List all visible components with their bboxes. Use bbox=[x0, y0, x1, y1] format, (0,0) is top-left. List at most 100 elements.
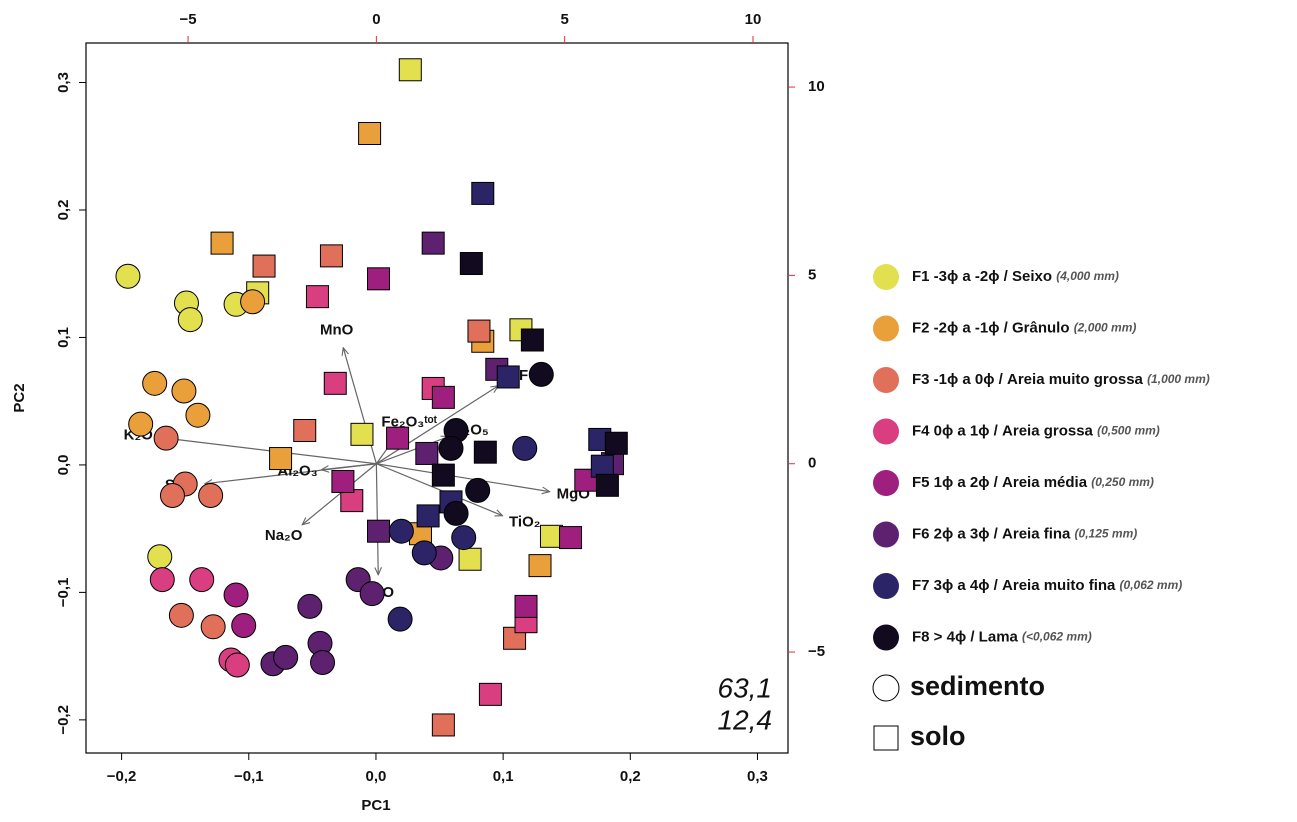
loading-arrow bbox=[343, 348, 377, 464]
point-square bbox=[421, 231, 445, 255]
loading-label: MnO bbox=[320, 321, 354, 338]
point-circle bbox=[512, 435, 538, 461]
legend-label: F8 > 4ϕ / Lama (<0,062 mm) bbox=[912, 628, 1092, 645]
x2-tick-label: −5 bbox=[180, 11, 197, 28]
point-square bbox=[473, 440, 497, 464]
point-circle bbox=[231, 613, 257, 639]
loading-label: Fe₂O₃ᵗᵒᵗ bbox=[381, 414, 437, 431]
point-square bbox=[471, 181, 495, 205]
point-square bbox=[323, 371, 347, 395]
point-circle bbox=[465, 477, 491, 503]
legend-label: F1 -3ϕ a -2ϕ / Seixo (4,000 mm) bbox=[912, 268, 1119, 285]
loading-label: TiO₂ bbox=[509, 514, 540, 531]
legend-label: F5 1ϕ a 2ϕ / Areia média (0,250 mm) bbox=[912, 474, 1154, 491]
x-tick-label: 0,2 bbox=[620, 768, 641, 785]
point-circle bbox=[168, 602, 194, 628]
point-square bbox=[331, 469, 355, 493]
point-square bbox=[416, 504, 440, 528]
point-circle bbox=[240, 289, 266, 315]
x-tick-label: −0,2 bbox=[107, 768, 137, 785]
loading-arrow bbox=[376, 463, 378, 575]
x2-tick-label: 0 bbox=[372, 11, 380, 28]
point-square bbox=[305, 285, 329, 309]
y2-tick-label: 5 bbox=[808, 266, 816, 283]
legend-size: (0,125 mm) bbox=[1075, 527, 1138, 541]
point-square bbox=[386, 426, 410, 450]
point-circle bbox=[310, 649, 336, 675]
point-circle bbox=[147, 544, 173, 570]
point-square bbox=[358, 122, 382, 146]
point-square bbox=[252, 254, 276, 278]
legend-label: F6 2ϕ a 3ϕ / Areia fina (0,125 mm) bbox=[912, 525, 1137, 542]
point-circle bbox=[223, 582, 249, 608]
legend-name: F7 3ϕ a 4ϕ / Areia muito fina bbox=[912, 577, 1120, 594]
legend-size: (0,062 mm) bbox=[1120, 578, 1183, 592]
point-circle bbox=[224, 652, 250, 678]
y-tick-label: 0,1 bbox=[55, 327, 72, 348]
legend-shape bbox=[873, 725, 899, 751]
point-square bbox=[467, 319, 491, 343]
point-square bbox=[415, 441, 439, 465]
x-tick-label: 0,0 bbox=[366, 768, 387, 785]
point-circle bbox=[128, 411, 154, 437]
y-tick-label: −0,1 bbox=[55, 578, 72, 608]
point-circle bbox=[189, 567, 215, 593]
legend-swatch bbox=[873, 315, 899, 342]
point-square bbox=[459, 252, 483, 276]
x2-tick-label: 5 bbox=[560, 11, 568, 28]
legend-shape-label: sedimento bbox=[910, 671, 1045, 701]
x-tick-label: −0,1 bbox=[234, 768, 264, 785]
point-square bbox=[398, 58, 422, 82]
point-square bbox=[520, 328, 544, 352]
point-square bbox=[350, 422, 374, 446]
point-circle bbox=[153, 425, 179, 451]
point-square bbox=[595, 473, 619, 497]
point-square bbox=[367, 267, 390, 291]
legend-label: F3 -1ϕ a 0ϕ / Areia muito grossa (1,000 … bbox=[912, 371, 1210, 388]
point-circle bbox=[142, 370, 168, 396]
x2-tick-label: 10 bbox=[745, 11, 762, 28]
point-square bbox=[458, 547, 482, 571]
point-square bbox=[604, 431, 628, 455]
point-circle bbox=[273, 644, 299, 670]
point-square bbox=[269, 447, 293, 471]
legend-label: F7 3ϕ a 4ϕ / Areia muito fina (0,062 mm) bbox=[912, 577, 1182, 594]
point-circle bbox=[159, 483, 185, 509]
legend-size: (2,000 mm) bbox=[1074, 321, 1137, 335]
legend-shape bbox=[872, 674, 900, 702]
y2-tick-label: −5 bbox=[808, 643, 825, 660]
point-square bbox=[319, 244, 343, 268]
point-circle bbox=[451, 525, 477, 551]
legend-size: (0,250 mm) bbox=[1091, 475, 1154, 489]
legend-swatch bbox=[873, 418, 899, 445]
legend-size: (0,500 mm) bbox=[1097, 424, 1160, 438]
y-tick-label: 0,0 bbox=[55, 454, 72, 475]
legend-size: (1,000 mm) bbox=[1147, 372, 1210, 386]
legend-swatch bbox=[873, 624, 899, 651]
y2-tick-label: 10 bbox=[808, 78, 825, 95]
point-square bbox=[210, 231, 234, 255]
point-square bbox=[367, 519, 390, 543]
point-square bbox=[431, 385, 455, 409]
loading-arrow bbox=[321, 463, 377, 470]
annotation: 63,1 bbox=[718, 672, 773, 703]
legend-label: F4 0ϕ a 1ϕ / Areia grossa (0,500 mm) bbox=[912, 422, 1160, 439]
y2-tick-label: 0 bbox=[808, 455, 816, 472]
point-circle bbox=[185, 402, 211, 428]
point-circle bbox=[528, 361, 554, 387]
y-tick-label: −0,2 bbox=[55, 705, 72, 735]
plot-frame bbox=[85, 42, 789, 754]
legend-swatch bbox=[873, 367, 899, 393]
legend-name: F5 1ϕ a 2ϕ / Areia média bbox=[912, 474, 1091, 491]
point-square bbox=[559, 526, 583, 550]
legend-name: F4 0ϕ a 1ϕ / Areia grossa bbox=[912, 422, 1097, 439]
loading-arrow bbox=[302, 463, 377, 525]
point-circle bbox=[411, 540, 437, 566]
point-circle bbox=[171, 378, 197, 404]
loading-arrow bbox=[376, 386, 498, 465]
legend-swatch bbox=[873, 264, 899, 290]
point-circle bbox=[388, 518, 414, 544]
legend-size: (<0,062 mm) bbox=[1022, 630, 1092, 644]
x-axis-label: PC1 bbox=[361, 797, 390, 814]
point-circle bbox=[200, 614, 226, 640]
